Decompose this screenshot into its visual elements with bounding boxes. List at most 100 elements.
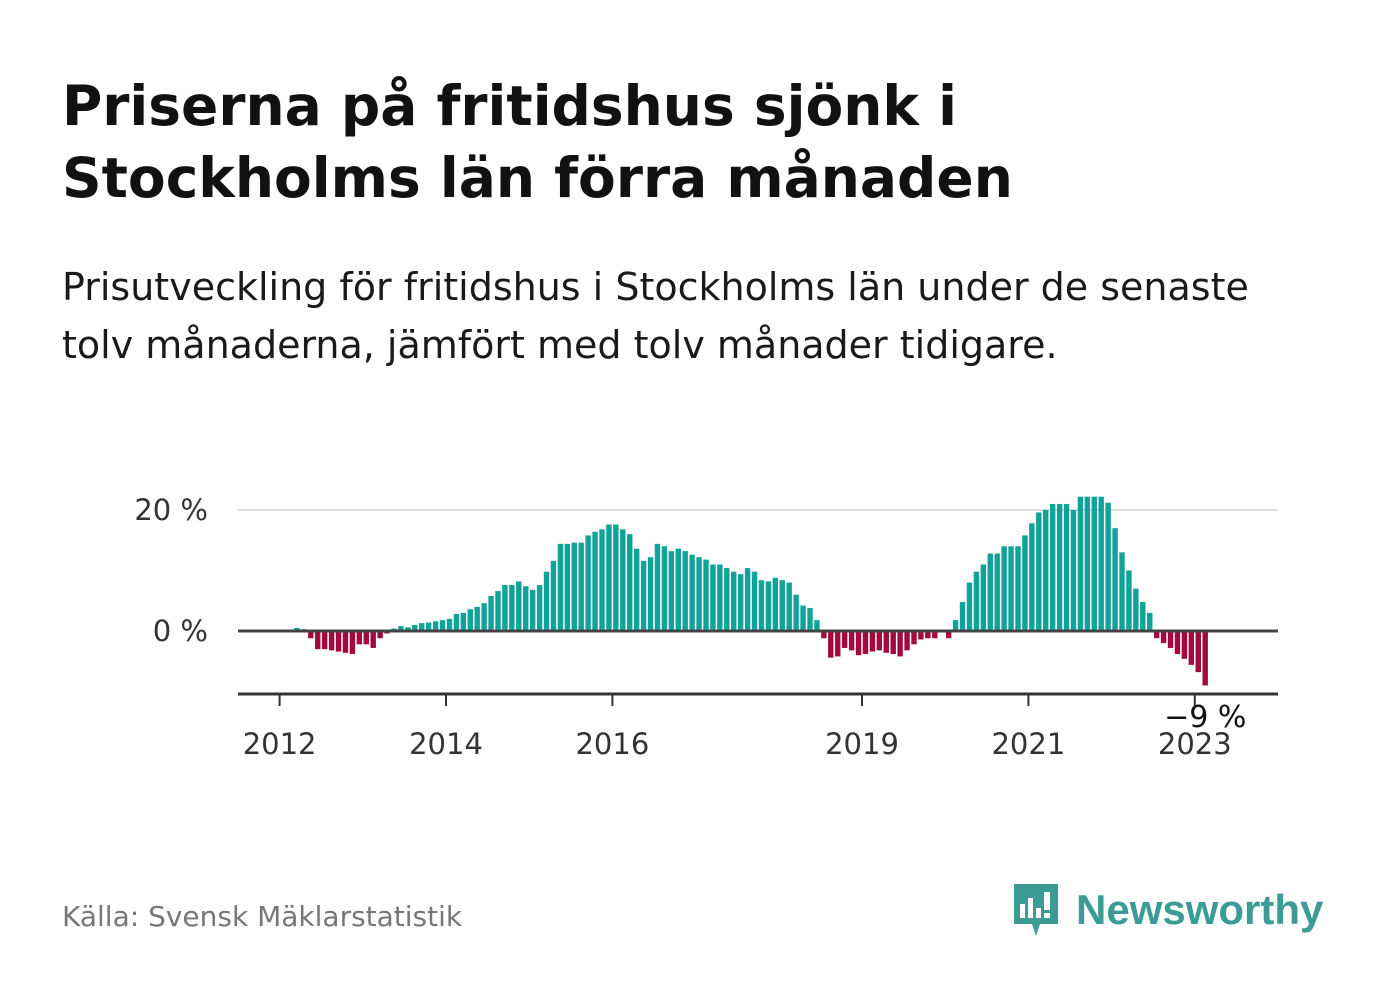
bar xyxy=(1133,588,1139,631)
bar xyxy=(918,631,924,640)
bar xyxy=(1043,510,1049,631)
bar xyxy=(474,606,480,631)
y-tick-label: 20 % xyxy=(134,493,208,527)
bar xyxy=(1153,631,1160,639)
bar xyxy=(419,623,425,631)
bar xyxy=(758,580,765,631)
bar xyxy=(1084,496,1091,631)
bar xyxy=(925,631,931,639)
bar xyxy=(904,631,910,651)
bar xyxy=(807,608,813,631)
bar xyxy=(1181,631,1188,659)
bar xyxy=(869,631,876,652)
bar xyxy=(848,631,855,651)
bar xyxy=(966,582,973,631)
bar xyxy=(467,609,473,631)
bar xyxy=(696,557,702,631)
bar xyxy=(1022,535,1028,631)
source-note: Källa: Svensk Mäklarstatistik xyxy=(62,900,463,933)
brand-name: Newsworthy xyxy=(1076,886,1324,933)
bar xyxy=(994,553,1000,631)
bar xyxy=(883,631,889,653)
bar xyxy=(405,627,411,631)
x-tick-label: 2014 xyxy=(409,727,483,761)
bar xyxy=(432,621,439,631)
bar xyxy=(1188,631,1195,665)
bar xyxy=(481,603,487,631)
bar xyxy=(571,542,577,631)
bar xyxy=(613,524,619,631)
bar xyxy=(523,586,529,631)
bar xyxy=(1063,503,1070,631)
bar xyxy=(398,626,404,631)
bar xyxy=(439,620,446,631)
bar xyxy=(821,631,827,639)
bar xyxy=(897,631,903,657)
bar xyxy=(377,631,383,639)
bar xyxy=(363,631,369,645)
bar xyxy=(321,631,328,650)
bar xyxy=(1126,570,1132,631)
newsworthy-logo-icon xyxy=(1014,884,1058,936)
x-tick-label: 2012 xyxy=(243,727,317,761)
bar xyxy=(412,624,418,631)
bar xyxy=(1105,502,1111,631)
bar xyxy=(1119,552,1125,631)
bar xyxy=(1202,631,1208,686)
bar xyxy=(294,627,300,631)
bar xyxy=(425,622,432,631)
bar xyxy=(356,631,363,645)
bar xyxy=(765,581,772,631)
x-tick-label: 2021 xyxy=(991,727,1065,761)
bar xyxy=(495,591,501,631)
bar xyxy=(703,559,709,631)
bar xyxy=(911,631,917,645)
bar xyxy=(980,564,987,631)
bar xyxy=(835,631,841,657)
bar xyxy=(1070,510,1077,631)
y-tick-label: 0 % xyxy=(153,614,208,648)
bar xyxy=(737,574,744,631)
bar xyxy=(828,631,834,658)
bar xyxy=(308,631,314,639)
bar xyxy=(592,531,598,631)
bar xyxy=(675,548,681,631)
bar xyxy=(1140,601,1146,631)
bar xyxy=(1091,496,1097,631)
bar xyxy=(627,534,633,631)
bar xyxy=(973,571,980,631)
bar xyxy=(1049,503,1056,631)
bar xyxy=(606,524,612,631)
bar xyxy=(689,554,695,631)
bar xyxy=(855,631,862,656)
bar xyxy=(488,595,494,631)
bar xyxy=(564,543,571,631)
bar xyxy=(1174,631,1181,654)
bar xyxy=(654,543,661,631)
bar xyxy=(1001,546,1007,631)
x-tick-label: 2016 xyxy=(575,727,649,761)
bar xyxy=(446,618,453,631)
bar xyxy=(744,568,751,631)
chart-subtitle: Prisutveckling för fritidshus i Stockhol… xyxy=(62,265,1249,367)
bar xyxy=(1029,523,1035,631)
bar xyxy=(661,546,668,631)
bar xyxy=(1098,496,1104,631)
bar xyxy=(772,577,779,631)
bar xyxy=(1015,546,1021,631)
bar xyxy=(959,601,966,631)
bar xyxy=(1195,631,1201,673)
bar xyxy=(557,543,564,631)
bar xyxy=(932,631,938,639)
bar xyxy=(751,571,758,631)
bar xyxy=(717,564,723,631)
bar xyxy=(779,580,785,631)
bar xyxy=(578,542,584,631)
bar xyxy=(370,631,376,648)
bar xyxy=(1008,546,1014,631)
bar xyxy=(550,560,557,631)
bar xyxy=(460,612,467,631)
bar xyxy=(453,614,460,631)
bar xyxy=(328,631,335,651)
bar xyxy=(987,553,993,631)
